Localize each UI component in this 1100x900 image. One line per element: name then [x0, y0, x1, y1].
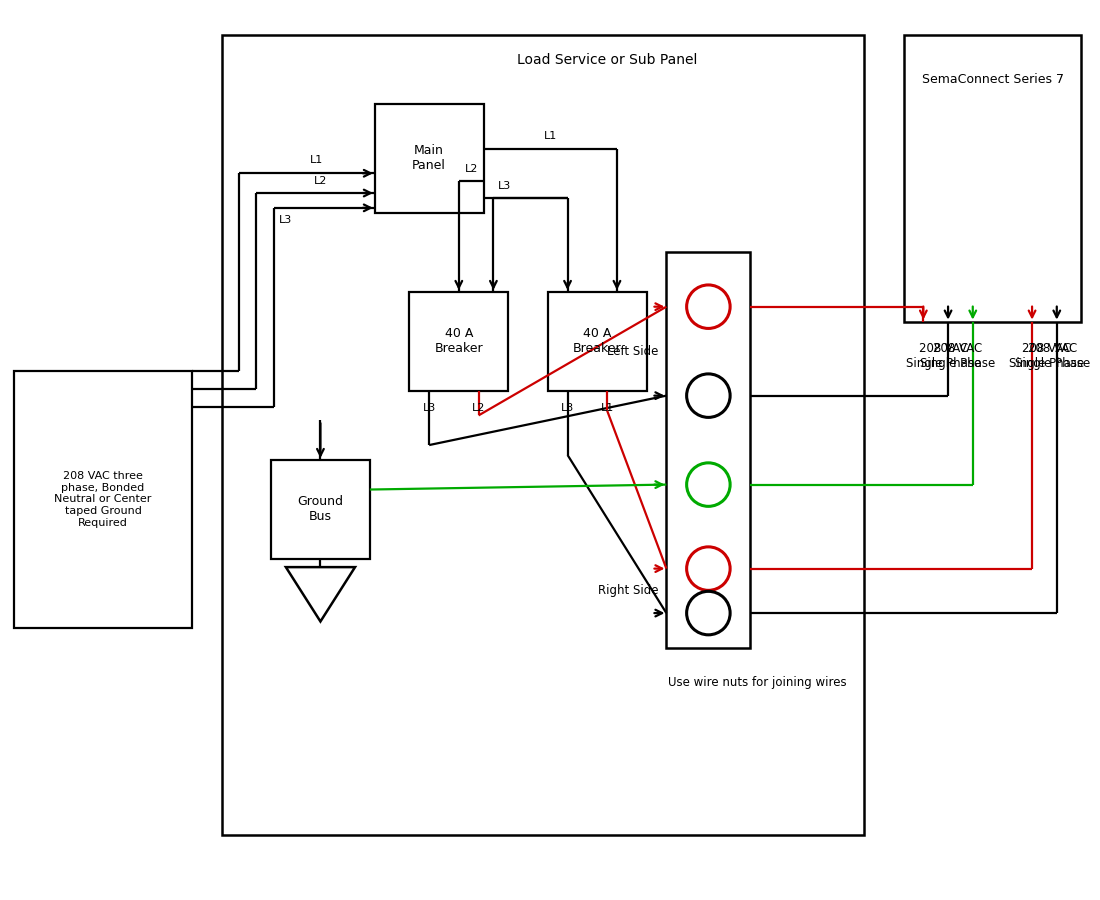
- Bar: [903, 35, 1081, 321]
- Text: 208 VAC
Single Phase: 208 VAC Single Phase: [1014, 342, 1090, 370]
- Bar: [548, 292, 647, 391]
- Text: SemaConnect Series 7: SemaConnect Series 7: [922, 73, 1064, 86]
- Text: 40 A
Breaker: 40 A Breaker: [434, 328, 483, 356]
- Bar: [14, 371, 192, 628]
- Text: 208 VAC
Single Phase: 208 VAC Single Phase: [1010, 342, 1085, 370]
- Text: L1: L1: [543, 130, 557, 140]
- Text: L1: L1: [310, 156, 323, 166]
- Text: L2: L2: [464, 164, 477, 175]
- Bar: [375, 104, 484, 212]
- Circle shape: [686, 374, 730, 418]
- Text: L2: L2: [472, 402, 485, 412]
- Text: L3: L3: [422, 402, 436, 412]
- Polygon shape: [286, 567, 355, 622]
- Text: L1: L1: [601, 402, 614, 412]
- Text: Left Side: Left Side: [607, 345, 659, 357]
- Text: Main
Panel: Main Panel: [412, 144, 447, 173]
- Circle shape: [686, 285, 730, 328]
- Text: 40 A
Breaker: 40 A Breaker: [573, 328, 622, 356]
- Text: L2: L2: [314, 176, 327, 186]
- Bar: [271, 460, 370, 559]
- Circle shape: [686, 547, 730, 590]
- Text: Ground
Bus: Ground Bus: [297, 495, 343, 523]
- Bar: [667, 252, 750, 648]
- Text: 208 VAC
Single Phase: 208 VAC Single Phase: [921, 342, 996, 370]
- Text: Right Side: Right Side: [598, 584, 659, 598]
- Text: 208 VAC
Single Phase: 208 VAC Single Phase: [906, 342, 981, 370]
- Text: L3: L3: [498, 181, 512, 191]
- Bar: [221, 35, 864, 835]
- Text: Use wire nuts for joining wires: Use wire nuts for joining wires: [669, 676, 847, 688]
- Bar: [409, 292, 508, 391]
- Circle shape: [686, 463, 730, 507]
- Circle shape: [686, 591, 730, 634]
- Text: 208 VAC three
phase, Bonded
Neutral or Center
taped Ground
Required: 208 VAC three phase, Bonded Neutral or C…: [54, 472, 152, 527]
- Text: Load Service or Sub Panel: Load Service or Sub Panel: [517, 52, 697, 67]
- Text: L3: L3: [279, 215, 293, 225]
- Text: L3: L3: [561, 402, 574, 412]
